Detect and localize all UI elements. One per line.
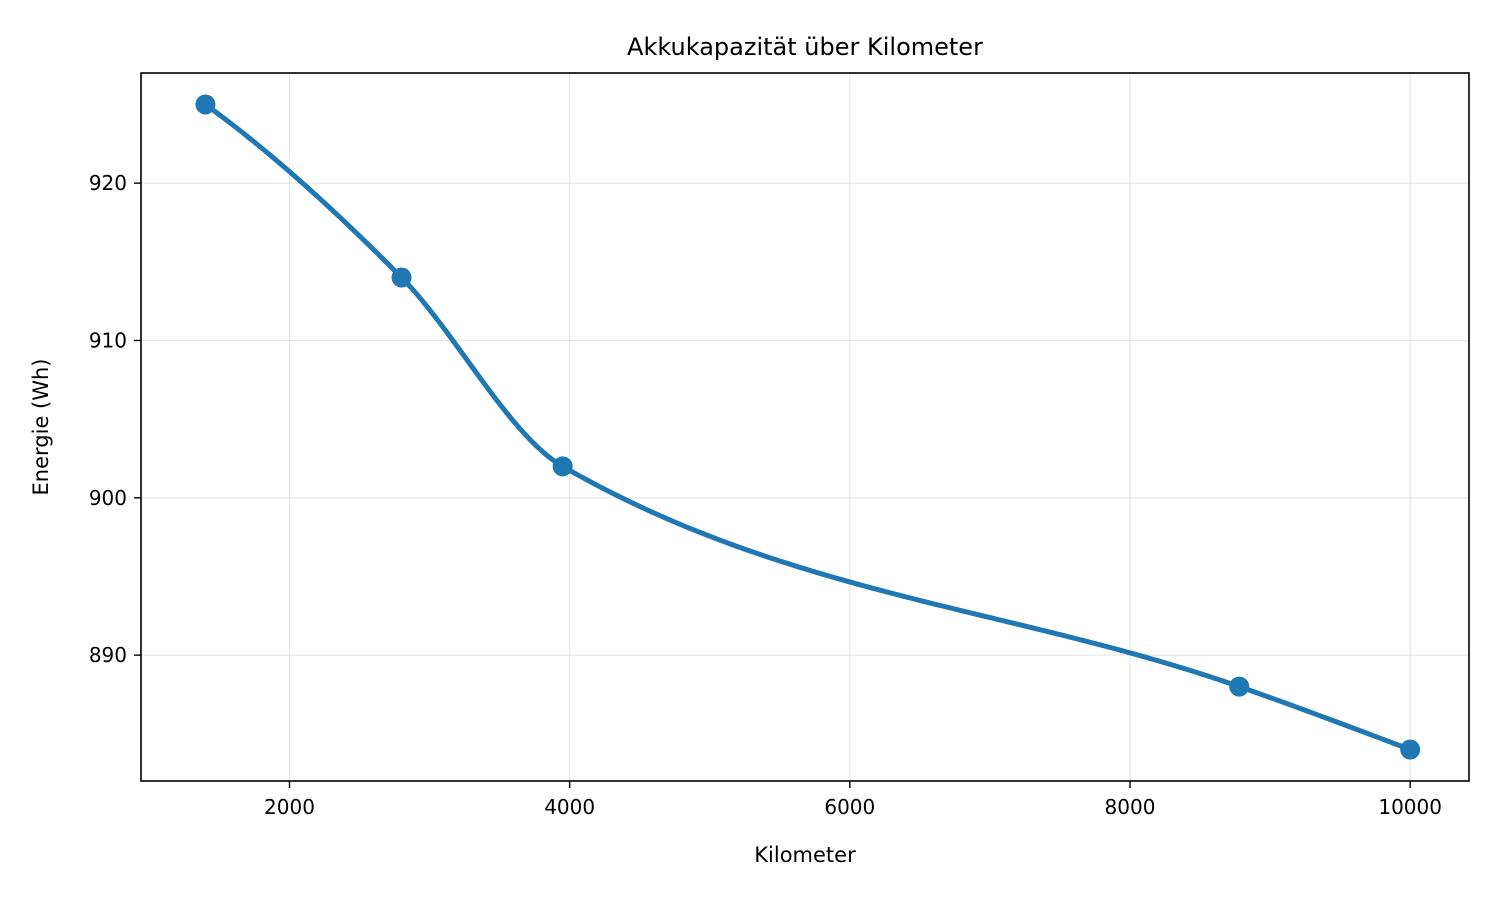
x-tick-label: 4000 [544, 795, 595, 819]
data-point [391, 267, 412, 288]
data-point [1229, 676, 1250, 697]
x-tick-label: 8000 [1105, 795, 1156, 819]
x-tick-label: 2000 [264, 795, 315, 819]
data-point [195, 94, 216, 115]
x-axis-label: Kilometer [754, 843, 856, 867]
plot-frame [140, 72, 1470, 782]
y-tick-label: 900 [89, 486, 127, 510]
x-tick-label: 10000 [1378, 795, 1442, 819]
series-layer [195, 94, 1421, 760]
grid [141, 73, 1469, 781]
y-tick-label: 910 [89, 328, 127, 352]
x-axis: 2000 4000 6000 8000 10000 [264, 781, 1442, 819]
y-axis: 890 900 910 920 [89, 171, 141, 667]
y-axis-label: Energie (Wh) [29, 359, 53, 496]
y-tick-label: 890 [89, 643, 127, 667]
data-point [1400, 739, 1421, 760]
data-point [552, 456, 573, 477]
chart-title: Akkukapazität über Kilometer [627, 33, 983, 61]
y-tick-label: 920 [89, 171, 127, 195]
x-tick-label: 6000 [824, 795, 875, 819]
